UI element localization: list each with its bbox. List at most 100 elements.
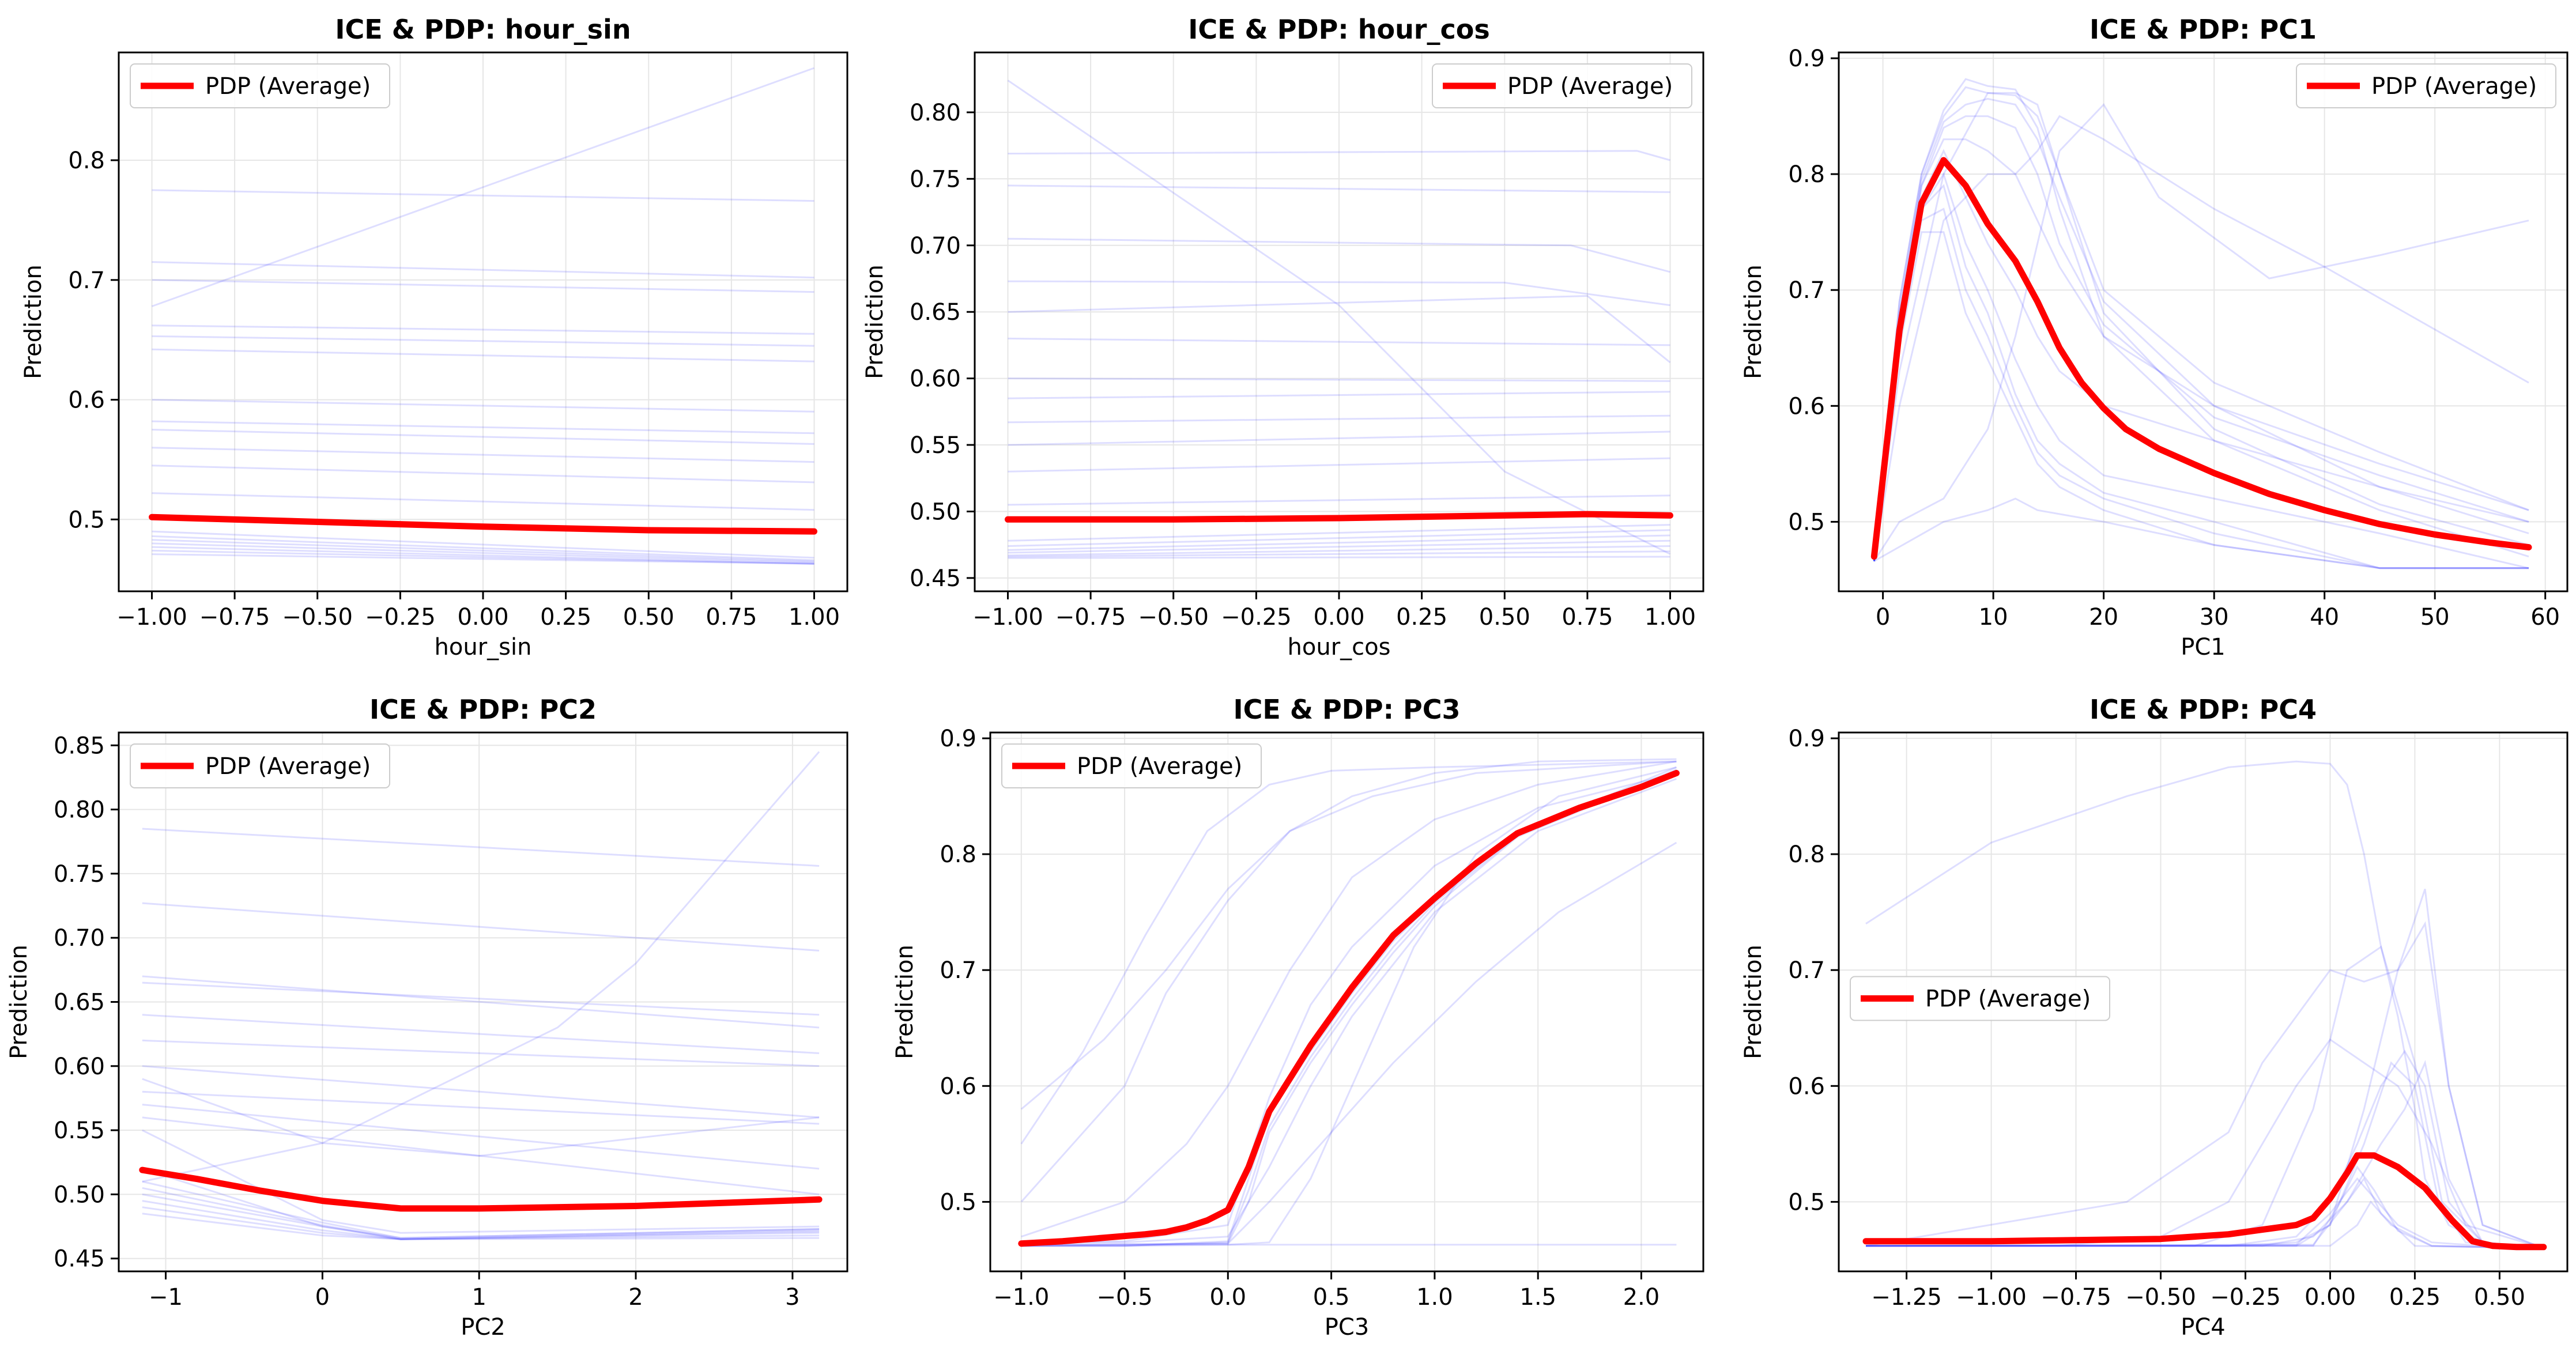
grid-lines <box>1839 733 2567 1271</box>
ice-line-5 <box>1866 1061 2544 1249</box>
y-axis: 0.45 0.50 0.55 0.60 0.65 0.70 0.75 0.80 <box>910 100 975 592</box>
ice-line-3 <box>142 975 820 1029</box>
ice-line-9 <box>152 429 814 445</box>
y-axis: 0.5 0.6 0.7 0.8 <box>68 148 119 533</box>
axes-frame <box>989 731 1704 1273</box>
x-tick-label-0: −1.00 <box>972 604 1043 630</box>
ice-line-9 <box>1873 231 2529 569</box>
ice-lines <box>1873 78 2529 569</box>
x-axis-label: PC2 <box>461 1314 506 1341</box>
y-tick-label-1: 0.50 <box>54 1181 105 1208</box>
pdp-line-0 <box>1005 511 1673 523</box>
ice-line-4 <box>1008 280 1670 307</box>
ice-line-15 <box>152 539 814 562</box>
ice-line-14 <box>1008 529 1670 547</box>
x-tick-label-2: −0.75 <box>2041 1284 2111 1311</box>
pdp-series <box>1018 769 1680 1247</box>
ice-line-6 <box>1020 758 1677 1110</box>
y-tick-label-7: 0.80 <box>910 100 961 126</box>
y-tick-label-1: 0.6 <box>940 1073 976 1100</box>
x-tick-label-3: 30 <box>2200 604 2229 630</box>
y-tick-label-2: 0.7 <box>1788 277 1825 304</box>
y-tick-label-1: 0.6 <box>1788 393 1825 420</box>
y-axis: 0.5 0.6 0.7 0.8 0.9 <box>1788 46 1839 535</box>
y-axis-label: Prediction <box>862 265 888 379</box>
subplot-pc3: −1.0 −0.5 0.0 0.5 1.0 1.5 2.0 0.5 0.6 0.7 0.8 0.9 IC… <box>892 694 1704 1341</box>
ice-line-16 <box>152 542 814 564</box>
ice-line-7 <box>142 1065 820 1119</box>
ice-lines <box>142 751 820 1240</box>
ice-line-5 <box>1873 149 2529 561</box>
y-tick-label-8: 0.85 <box>54 733 105 759</box>
y-tick-label-1: 0.50 <box>910 499 961 526</box>
ice-line-15 <box>1008 534 1670 551</box>
subplot-hour-cos: −1.00 −0.75 −0.50 −0.25 0.00 0.25 0.50 0.75 1.00… <box>862 14 1704 660</box>
ice-line-11 <box>142 1116 820 1195</box>
x-tick-label-1: −1.00 <box>1956 1284 2027 1311</box>
ice-line-18 <box>142 1206 820 1240</box>
ice-line-1 <box>1021 770 1677 1247</box>
x-tick-label-8: 1.00 <box>1645 604 1696 630</box>
x-tick-label-2: −0.50 <box>282 604 353 630</box>
legend: PDP (Average) <box>1850 976 2110 1021</box>
ice-line-5 <box>1008 295 1671 364</box>
ice-line-13 <box>152 530 814 559</box>
x-axis-label: PC3 <box>1325 1314 1370 1341</box>
x-tick-label-4: 0.00 <box>457 604 508 630</box>
axes-frame <box>1838 51 2569 592</box>
ice-line-12 <box>142 1129 820 1234</box>
ice-line-17 <box>142 1200 820 1240</box>
ice-line-1 <box>142 828 820 867</box>
legend: PDP (Average) <box>2296 63 2556 108</box>
legend-box <box>1432 63 1692 108</box>
ice-line-9 <box>1021 841 1677 1246</box>
ice-line-5 <box>142 1014 820 1054</box>
x-tick-label-5: 0.25 <box>540 604 591 630</box>
x-axis: 0 10 20 30 40 50 60 <box>1876 591 2560 630</box>
y-axis: 0.5 0.6 0.7 0.8 0.9 <box>940 726 990 1215</box>
ice-line-2 <box>142 902 820 952</box>
ice-line-0 <box>151 67 815 307</box>
legend-label: PDP (Average) <box>1507 73 1673 100</box>
ice-line-8 <box>1020 760 1677 1203</box>
x-tick-label-0: −1.00 <box>116 604 187 630</box>
ice-line-16 <box>142 1193 820 1240</box>
pdp-series <box>1005 511 1673 523</box>
x-axis-label: hour_sin <box>435 634 532 660</box>
y-tick-label-5: 0.70 <box>910 233 961 259</box>
ice-line-4 <box>1873 138 2529 561</box>
ice-line-0 <box>1021 766 1677 1247</box>
y-axis-label: Prediction <box>892 945 918 1059</box>
legend: PDP (Average) <box>1432 63 1692 108</box>
ice-line-15 <box>142 1187 820 1240</box>
legend: PDP (Average) <box>1001 743 1262 788</box>
ice-line-5 <box>152 335 814 347</box>
x-tick-label-5: 0.25 <box>1396 604 1447 630</box>
ice-line-11 <box>152 465 814 484</box>
ice-line-10 <box>1021 766 1677 1246</box>
y-tick-label-4: 0.9 <box>1788 726 1825 752</box>
ice-line-11 <box>1008 457 1670 473</box>
subplot-pc2: −1 0 1 2 30.450.500.550.600.650.700.750.800.… <box>6 694 848 1341</box>
x-tick-label-6: 0.50 <box>623 604 674 630</box>
y-tick-label-1: 0.6 <box>68 387 105 414</box>
ice-line-13 <box>1873 497 2529 569</box>
y-tick-label-2: 0.55 <box>910 432 961 459</box>
y-tick-label-2: 0.7 <box>68 267 105 294</box>
x-tick-label-3: 2 <box>628 1284 643 1311</box>
x-tick-label-1: −0.75 <box>1055 604 1126 630</box>
ice-line-12 <box>1008 494 1670 506</box>
y-axis-label: Prediction <box>1740 265 1767 379</box>
ice-line-9 <box>1866 1200 2544 1249</box>
pdp-series <box>139 1166 823 1212</box>
x-tick-label-3: −0.25 <box>1221 604 1292 630</box>
ice-line-6 <box>1865 1177 2544 1249</box>
y-tick-label-7: 0.80 <box>54 797 105 824</box>
ice-line-1 <box>152 189 814 202</box>
ice-line-8 <box>142 1078 820 1157</box>
y-tick-label-5: 0.70 <box>54 925 105 952</box>
x-axis: −1.25 −1.00 −0.75 −0.50 −0.25 0.00 0.25 0.50 <box>1871 1271 2525 1311</box>
subplot-pc1: 0 10 20 30 40 50 60 0.5 0.6 0.7 0.8 0.9 ICE & PDP: P… <box>1740 14 2569 660</box>
y-tick-label-2: 0.7 <box>1788 957 1825 984</box>
ice-line-1 <box>1873 86 2529 561</box>
